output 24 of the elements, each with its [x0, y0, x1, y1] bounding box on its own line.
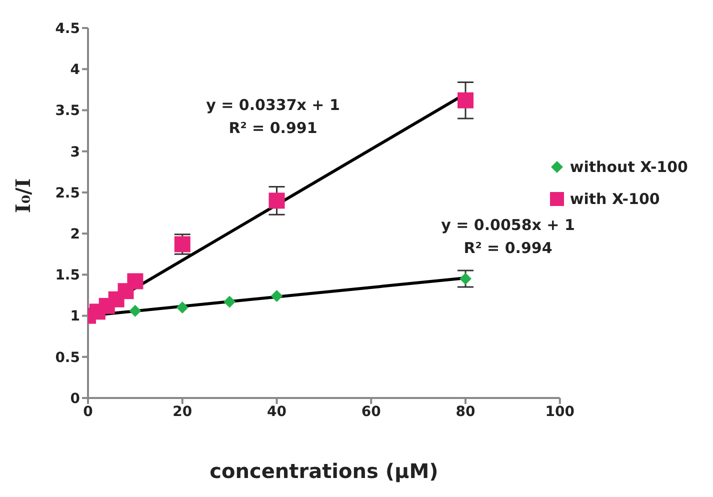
annotation: R² = 0.991 — [228, 119, 318, 137]
y-tick-label: 3 — [70, 144, 80, 160]
y-tick-label: 3.5 — [55, 103, 80, 120]
x-tick-label: 0 — [83, 404, 94, 420]
y-tick-label: 0.5 — [55, 350, 80, 366]
legend-label: without X-100 — [570, 158, 688, 176]
x-tick-label: 80 — [456, 404, 476, 420]
y-tick-label: 4.5 — [55, 20, 80, 37]
annotation: y = 0.0337x + 1 — [206, 96, 340, 114]
y-tick-label: 2 — [70, 226, 80, 243]
y-tick-label: 1 — [70, 308, 80, 325]
annotation: y = 0.0058x + 1 — [441, 216, 575, 234]
x-tick-label: 60 — [361, 404, 382, 420]
y-tick-label: 0 — [70, 390, 80, 407]
legend-label: with X-100 — [570, 190, 660, 208]
y-tick-label: 4 — [70, 62, 80, 78]
y-tick-label: 2.5 — [55, 185, 80, 202]
annotation: R² = 0.994 — [464, 239, 552, 257]
y-axis-title: I₀/I — [11, 178, 36, 213]
x-tick-label: 20 — [172, 404, 192, 420]
x-tick-label: 40 — [267, 404, 287, 420]
x-tick-label: 100 — [545, 404, 575, 420]
y-tick-label: 1.5 — [55, 268, 80, 284]
x-axis-title: concentrations (μM) — [210, 459, 438, 483]
